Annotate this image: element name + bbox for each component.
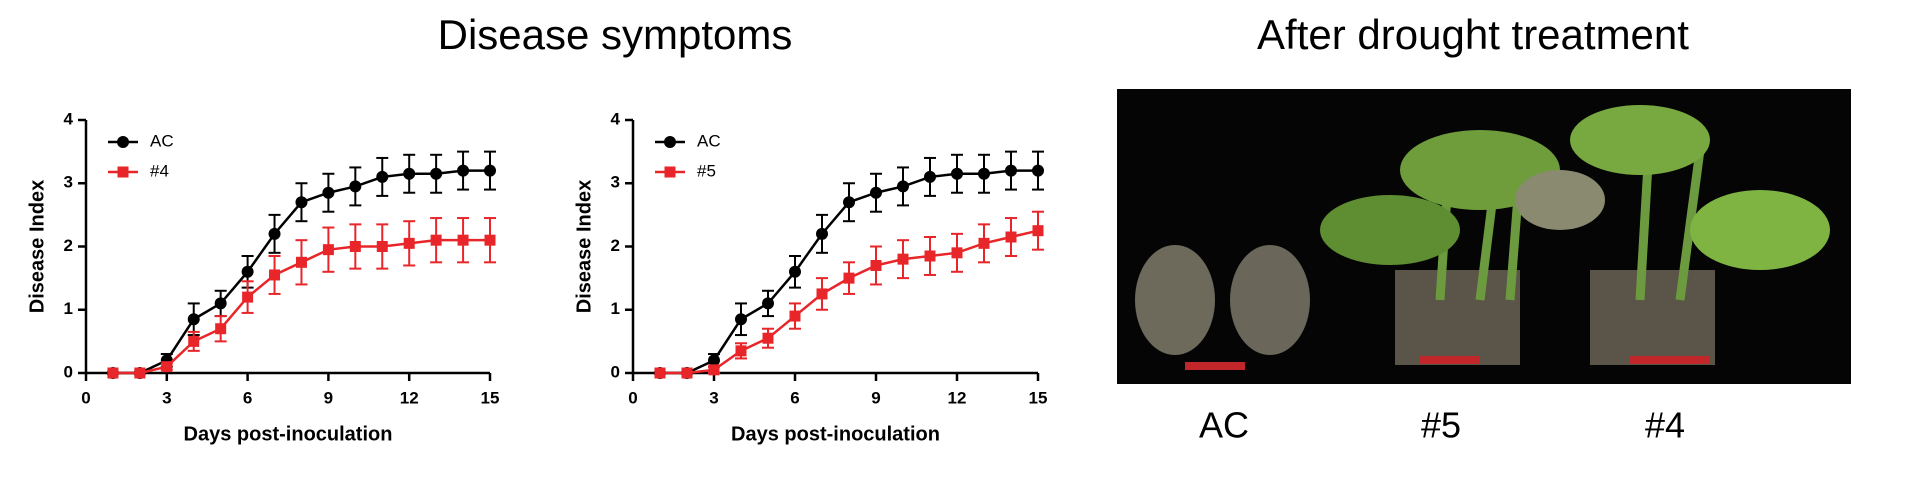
marker (897, 253, 909, 265)
marker (762, 297, 774, 310)
marker (843, 196, 855, 209)
x-tick-label: 9 (871, 388, 880, 407)
marker (951, 167, 963, 180)
marker (1032, 164, 1044, 177)
marker (735, 313, 747, 326)
marker (484, 234, 496, 246)
x-axis-title: Days post-inoculation (184, 423, 393, 445)
y-tick-label: 3 (611, 173, 620, 192)
x-tick-label: 12 (948, 388, 967, 407)
marker (1005, 164, 1017, 177)
y-tick-label: 2 (611, 236, 620, 255)
marker (134, 367, 146, 379)
marker (376, 241, 388, 252)
marker (214, 297, 227, 310)
y-tick-label: 4 (611, 109, 621, 128)
marker (816, 288, 828, 300)
x-tick-label: 9 (324, 388, 333, 407)
marker (403, 167, 416, 180)
legend-label: AC (150, 131, 174, 150)
marker (457, 234, 469, 246)
panel-title: Disease symptoms (438, 11, 793, 58)
photo (1117, 89, 1851, 384)
x-tick-label: 15 (481, 388, 500, 407)
marker (349, 180, 362, 193)
x-tick-label: 3 (162, 388, 171, 407)
x-axis-title: Days post-inoculation (731, 423, 940, 445)
x-tick-label: 6 (243, 388, 252, 407)
marker (1005, 231, 1017, 243)
y-tick-label: 0 (611, 362, 620, 381)
y-tick-label: 0 (64, 362, 73, 381)
marker (816, 227, 828, 240)
marker (161, 361, 173, 373)
marker (187, 313, 200, 326)
marker (295, 256, 307, 268)
marker (870, 186, 882, 199)
marker (349, 241, 361, 252)
marker (484, 164, 496, 177)
marker (117, 166, 129, 178)
marker (241, 265, 254, 278)
marker (269, 269, 281, 281)
y-axis-title: Disease Index (26, 180, 48, 313)
y-tick-label: 4 (64, 109, 74, 128)
marker (430, 167, 443, 180)
marker (924, 250, 936, 262)
y-tick-label: 1 (64, 299, 73, 318)
x-tick-label: 0 (628, 388, 637, 407)
legend-label: #4 (150, 161, 169, 180)
marker (268, 227, 281, 240)
marker (735, 345, 747, 357)
marker (897, 180, 909, 193)
marker (664, 136, 676, 148)
marker (322, 186, 335, 199)
y-axis-title: Disease Index (573, 180, 595, 313)
marker (188, 335, 200, 347)
marker (664, 166, 676, 178)
marker (430, 234, 442, 246)
marker (978, 237, 990, 249)
marker (708, 354, 720, 367)
marker (107, 367, 119, 379)
photo-label: #5 (1421, 405, 1461, 446)
series-line (660, 229, 1039, 375)
marker (789, 265, 801, 278)
x-tick-label: 12 (400, 388, 419, 407)
marker (681, 367, 693, 379)
y-tick-label: 1 (611, 299, 620, 318)
marker (322, 244, 334, 256)
marker (870, 259, 882, 271)
marker (789, 310, 801, 322)
marker (376, 170, 389, 183)
marker (924, 170, 936, 183)
marker (457, 164, 470, 177)
marker (708, 364, 720, 376)
x-tick-label: 0 (81, 388, 90, 407)
marker (978, 167, 990, 180)
marker (117, 136, 129, 148)
photo-label: AC (1199, 405, 1249, 446)
marker (215, 323, 227, 335)
x-tick-label: 3 (709, 388, 718, 407)
marker (1032, 225, 1044, 237)
marker (843, 272, 855, 284)
marker (762, 332, 774, 344)
legend-label: AC (697, 131, 721, 150)
photo-label: #4 (1645, 405, 1685, 446)
x-tick-label: 6 (790, 388, 799, 407)
marker (295, 196, 308, 209)
marker (654, 367, 666, 379)
marker (403, 237, 415, 249)
x-tick-label: 15 (1029, 388, 1048, 407)
y-tick-label: 2 (64, 236, 73, 255)
panel-title: After drought treatment (1257, 11, 1689, 58)
marker (951, 247, 963, 259)
marker (242, 291, 254, 303)
y-tick-label: 3 (64, 173, 73, 192)
legend-label: #5 (697, 161, 716, 180)
